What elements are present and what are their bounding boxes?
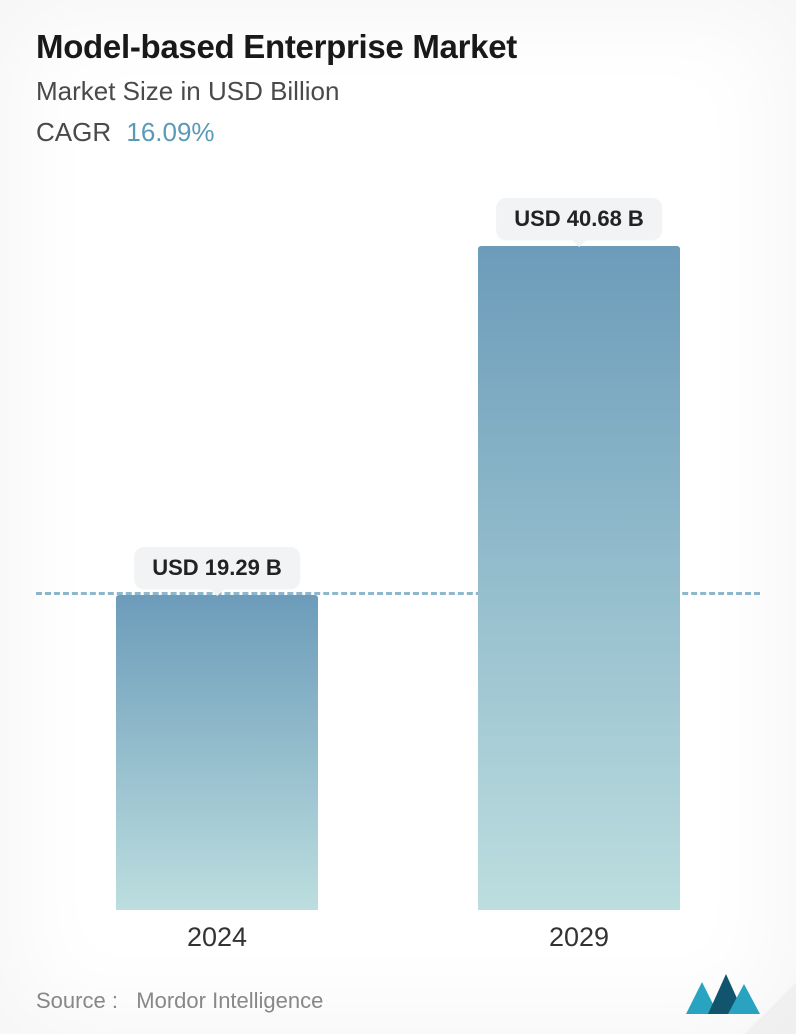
page-fold-decoration: [744, 982, 796, 1034]
chart-area: USD 19.29 B USD 40.68 B 2024 2029: [36, 176, 760, 968]
chart-plot: USD 19.29 B USD 40.68 B: [36, 176, 760, 910]
chart-title: Model-based Enterprise Market: [36, 28, 760, 66]
value-pill-2029: USD 40.68 B: [496, 198, 662, 240]
footer: Source : Mordor Intelligence: [36, 968, 760, 1014]
source-label: Source :: [36, 988, 118, 1013]
cagr-label: CAGR: [36, 117, 111, 147]
x-label-1: 2029: [398, 910, 760, 968]
bar-slot-0: USD 19.29 B: [36, 176, 398, 910]
value-pill-2024: USD 19.29 B: [134, 547, 300, 589]
cagr-line: CAGR 16.09%: [36, 117, 760, 148]
x-label-0: 2024: [36, 910, 398, 968]
chart-container: Model-based Enterprise Market Market Siz…: [0, 0, 796, 1034]
source-text: Source : Mordor Intelligence: [36, 988, 323, 1014]
bar-slot-1: USD 40.68 B: [398, 176, 760, 910]
bar-2029: USD 40.68 B: [478, 246, 681, 910]
bar-2024: USD 19.29 B: [116, 595, 319, 910]
cagr-value: 16.09%: [126, 117, 214, 147]
bars-wrap: USD 19.29 B USD 40.68 B: [36, 176, 760, 910]
chart-subtitle: Market Size in USD Billion: [36, 76, 760, 107]
source-name: Mordor Intelligence: [136, 988, 323, 1013]
x-axis-labels: 2024 2029: [36, 910, 760, 968]
